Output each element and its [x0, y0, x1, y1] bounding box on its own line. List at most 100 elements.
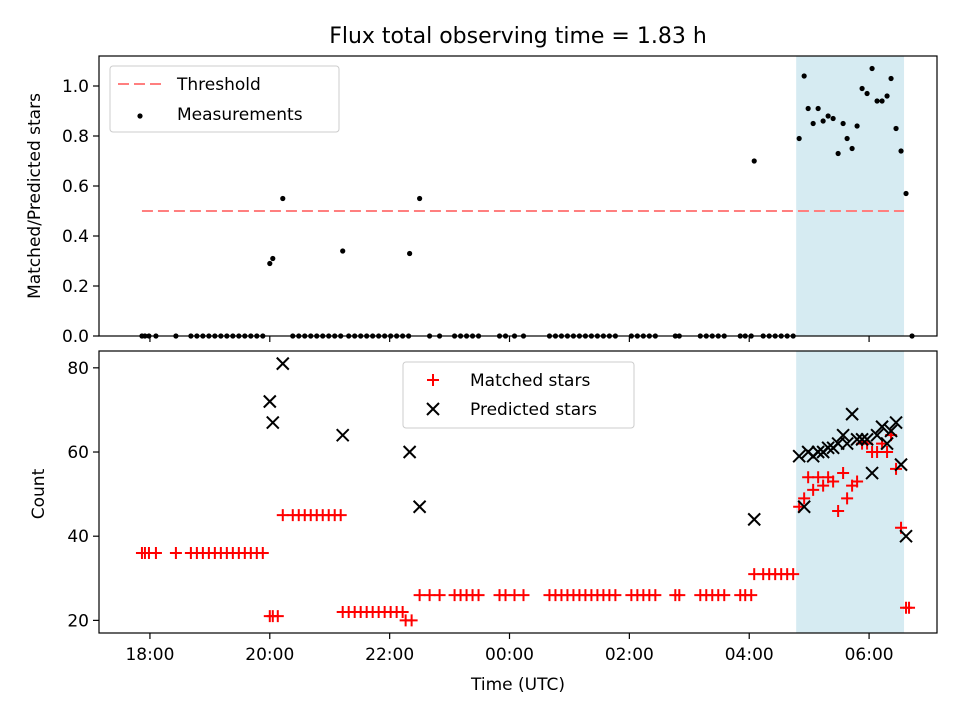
measurement-point [796, 135, 802, 142]
matched-star-point [433, 589, 446, 602]
matched-star-point [787, 568, 800, 581]
measurement-point [879, 98, 885, 104]
x-tick-label: 18:00 [125, 645, 174, 665]
matched-star-point [903, 601, 916, 614]
matched-star-point [851, 475, 864, 488]
measurement-point [825, 113, 831, 119]
matched-star-point [837, 467, 850, 480]
predicted-star-point [850, 432, 864, 447]
matched-star-point [881, 446, 894, 459]
top-legend-box [109, 65, 340, 133]
measurement-point [340, 248, 346, 254]
measurement-point [810, 120, 816, 127]
predicted-star-point [821, 441, 835, 455]
predicted-star-point [880, 436, 894, 451]
matched-star-point [334, 509, 347, 522]
y-tick-label: 0.6 [62, 177, 89, 197]
bottom-legend-box [402, 361, 635, 429]
predicted-star-point [870, 428, 884, 442]
y-tick-label: 0.2 [62, 277, 89, 297]
predicted-star-point [747, 512, 761, 527]
predicted-star-point [792, 449, 806, 463]
predicted-star-point [266, 415, 280, 430]
measurement-point [280, 195, 286, 202]
top-y-axis-label: Matched/Predicted stars [25, 93, 45, 299]
predicted-star-point [412, 500, 427, 514]
measurement-point [844, 135, 850, 142]
predicted-star-point [836, 428, 850, 442]
measurement-point [840, 120, 846, 127]
top-y-ticks: 0.0 0.2 0.4 0.6 0.8 1.0 [62, 77, 99, 347]
x-tick-label: 06:00 [845, 645, 894, 665]
bottom-x-ticks: 18:00 20:00 22:00 00:00 02:00 04:00 06:00 [125, 633, 894, 665]
top-panel: 0.0 0.2 0.4 0.6 0.8 1.0 Matched/Predicted sta… [25, 55, 938, 347]
x-tick-label: 04:00 [725, 645, 774, 665]
matched-star-point [832, 504, 845, 517]
predicted-star-point [894, 457, 908, 472]
measurement-point [407, 250, 413, 257]
matched-star-point [149, 547, 162, 560]
predicted-star-point [860, 432, 874, 447]
matched-star-point [256, 547, 269, 560]
measurement-point [888, 75, 894, 82]
bottom-panel: 20 40 60 80 18:00 20:00 22:00 00:00 02:00 04:00 0… [29, 350, 938, 695]
measurement-point [830, 115, 836, 122]
measurement-point [417, 195, 423, 202]
matched-star-point [609, 589, 622, 602]
predicted-legend-label: Predicted stars [470, 400, 597, 420]
bottom-y-ticks: 20 40 60 80 [67, 359, 99, 631]
measurement-point [849, 145, 855, 152]
measurement-point [869, 65, 875, 72]
chart-title: Flux total observing time = 1.83 h [329, 24, 707, 49]
measurement-point [854, 123, 860, 129]
predicted-star-point [263, 394, 277, 409]
top-axes-frame [98, 55, 938, 337]
y-tick-label: 20 [67, 611, 89, 631]
matched-star-point [405, 614, 418, 627]
bottom-y-axis-label: Count [29, 468, 49, 519]
matched-star-point [472, 589, 485, 602]
predicted-star-point [336, 428, 350, 442]
measurement-point [805, 105, 811, 112]
measurement-point [898, 148, 904, 154]
matched-star-point [271, 610, 284, 623]
x-tick-label: 00:00 [485, 645, 534, 665]
matched-legend-label: Matched stars [470, 371, 590, 391]
y-tick-label: 60 [67, 443, 89, 463]
measurement-point [820, 118, 826, 124]
predicted-star-point [875, 420, 889, 434]
measurement-point [903, 190, 909, 197]
predicted-star-point [889, 415, 903, 430]
matched-star-point [673, 589, 686, 602]
matched-star-point [517, 589, 530, 602]
predicted-star-point [402, 445, 417, 459]
matched-star-point [807, 483, 820, 496]
measurement-point [751, 158, 757, 164]
predicted-star-point [797, 500, 811, 514]
predicted-star-point [840, 436, 854, 451]
measurement-point [801, 73, 807, 79]
y-tick-label: 80 [67, 359, 89, 379]
matched-star-point [396, 605, 409, 618]
top-highlight-span [796, 56, 905, 336]
bottom-legend: Matched stars Predicted stars [402, 361, 635, 429]
predicted-legend-marker [426, 402, 440, 416]
matched-star-point [817, 479, 830, 492]
y-tick-label: 0.4 [62, 227, 89, 247]
predicted-star-point [811, 445, 825, 459]
matched-star-point [718, 589, 731, 602]
y-tick-label: 40 [67, 527, 89, 547]
predicted-star-point [845, 407, 859, 421]
predicted-star-point [276, 356, 290, 371]
matched-star-point [841, 492, 854, 505]
count-points [135, 356, 916, 627]
matched-star-point [798, 492, 811, 505]
y-tick-label: 0.8 [62, 127, 89, 147]
bottom-axes-frame [98, 350, 938, 634]
measurement-point [270, 255, 276, 262]
y-tick-label: 1.0 [62, 77, 89, 97]
measurement-point [893, 125, 899, 132]
measurement-point [859, 85, 865, 92]
measurement-point [884, 93, 890, 99]
